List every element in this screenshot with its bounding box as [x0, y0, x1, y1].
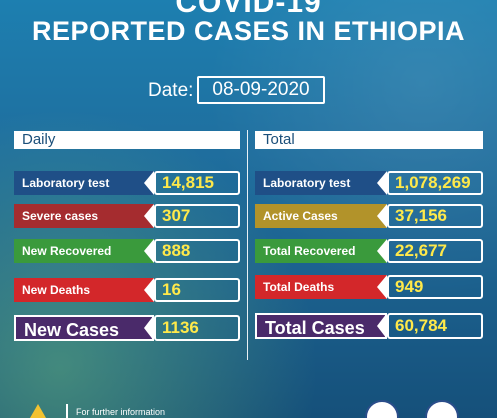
arrow-icon [377, 204, 387, 228]
daily-row-value: 307 [154, 204, 240, 228]
arrow-icon [377, 275, 387, 299]
total-row-total-cases: Total Cases 60,784 [255, 313, 483, 339]
daily-row-label: Laboratory test [14, 171, 154, 195]
daily-row-value: 14,815 [154, 171, 240, 195]
daily-row-value: 16 [154, 278, 240, 302]
arrow-icon [144, 239, 154, 263]
total-row-label: Total Deaths [255, 275, 387, 299]
total-row-label: Total Recovered [255, 239, 387, 263]
total-header: Total [255, 131, 483, 149]
date-value: 08-09-2020 [197, 76, 325, 104]
daily-row-value: 888 [154, 239, 240, 263]
total-row-label: Active Cases [255, 204, 387, 228]
daily-total-value: 1136 [154, 315, 240, 341]
total-row-value: 22,677 [387, 239, 483, 263]
daily-row-lab-test: Laboratory test 14,815 [14, 171, 240, 195]
title-covid: COVID-19 [175, 0, 322, 19]
daily-row-new-cases: New Cases 1136 [14, 315, 240, 341]
date-label: Date: [148, 80, 194, 101]
arrow-icon [377, 171, 387, 195]
arrow-icon [144, 171, 154, 195]
arrow-icon [144, 204, 154, 228]
arrow-icon [144, 315, 154, 341]
daily-total-label: New Cases [14, 315, 154, 341]
daily-row-recovered: New Recovered 888 [14, 239, 240, 263]
arrow-icon [377, 313, 387, 339]
total-row-lab-test: Laboratory test 1,078,269 [255, 171, 483, 195]
total-row-deaths: Total Deaths 949 [255, 275, 483, 299]
total-row-value: 1,078,269 [387, 171, 483, 195]
moh-logo-icon [30, 404, 46, 418]
total-row-value: 949 [387, 275, 483, 299]
page-title: REPORTED CASES IN ETHIOPIA [31, 16, 466, 46]
daily-row-deaths: New Deaths 16 [14, 278, 240, 302]
daily-row-label: Severe cases [14, 204, 154, 228]
daily-header: Daily [14, 131, 240, 149]
footer-divider [66, 404, 68, 418]
total-row-value: 37,156 [387, 204, 483, 228]
total-total-value: 60,784 [387, 313, 483, 339]
total-row-label: Laboratory test [255, 171, 387, 195]
total-row-recovered: Total Recovered 22,677 [255, 239, 483, 263]
daily-row-severe: Severe cases 307 [14, 204, 240, 228]
arrow-icon [377, 239, 387, 263]
total-total-label: Total Cases [255, 313, 387, 339]
daily-row-label: New Deaths [14, 278, 154, 302]
footer-text: For further information [76, 407, 166, 417]
arrow-icon [144, 278, 154, 302]
daily-row-label: New Recovered [14, 239, 154, 263]
column-divider [247, 130, 248, 360]
total-row-active: Active Cases 37,156 [255, 204, 483, 228]
